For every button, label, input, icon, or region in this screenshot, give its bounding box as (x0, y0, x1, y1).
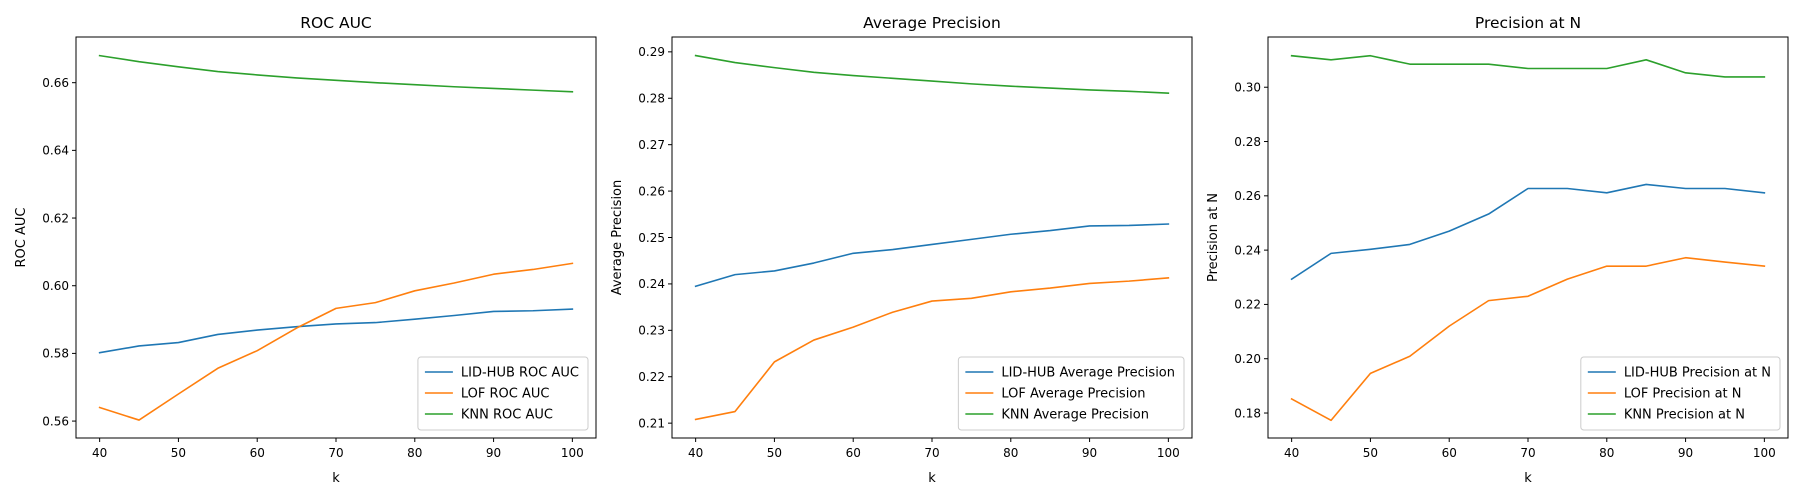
x-tick-label: 50 (1363, 446, 1378, 460)
x-tick-label: 90 (1082, 446, 1097, 460)
series-line-2 (694, 54, 1170, 94)
x-tick-label: 60 (1442, 446, 1457, 460)
legend: LID-HUB Average Precision LOF Average Pre… (957, 356, 1185, 431)
series-line-0 (694, 223, 1170, 288)
series-line-0 (98, 308, 574, 354)
legend-entry: KNN Precision at N (1624, 408, 1745, 423)
chart-title: Precision at N (1475, 14, 1581, 32)
x-tick-label: 60 (250, 446, 265, 460)
y-axis-label: ROC AUC (14, 208, 29, 268)
x-tick-label: 40 (92, 446, 107, 460)
series-line-1 (98, 262, 574, 421)
y-tick-label: 0.64 (42, 144, 69, 158)
legend: LID-HUB ROC AUC LOF ROC AUC KNN ROC AUC (417, 356, 589, 431)
y-tick-label: 0.26 (1234, 189, 1261, 203)
legend-entry: LOF Average Precision (1001, 387, 1145, 402)
y-tick-label: 0.25 (638, 231, 665, 245)
y-tick-label: 0.60 (42, 279, 69, 293)
legend-entry: LOF Precision at N (1624, 387, 1742, 402)
y-tick-label: 0.18 (1234, 406, 1261, 420)
series-line-1 (1290, 256, 1766, 422)
legend-entry: KNN Average Precision (1001, 408, 1149, 423)
y-tick-label: 0.30 (1234, 81, 1261, 95)
series-lines (98, 54, 574, 421)
y-tick-label: 0.26 (638, 184, 665, 198)
legend-frame (417, 356, 589, 431)
x-tick-label: 70 (1520, 446, 1535, 460)
x-tick-label: 100 (1753, 446, 1776, 460)
subplot-precision-at-n: Precision at N k Precision at N 40 50 60 70… (1206, 14, 1789, 486)
legend: LID-HUB Precision at N LOF Precision at N… (1580, 356, 1781, 431)
y-tick-label: 0.21 (638, 416, 665, 430)
chart-title: Average Precision (863, 14, 1001, 32)
legend-entry: LID-HUB ROC AUC (461, 366, 579, 381)
x-tick-label: 80 (407, 446, 422, 460)
x-tick-label: 90 (1678, 446, 1693, 460)
y-tick-label: 0.22 (1234, 298, 1261, 312)
x-tick-label: 60 (846, 446, 861, 460)
x-tick-label: 40 (688, 446, 703, 460)
chart-title: ROC AUC (300, 14, 372, 32)
y-tick-label: 0.20 (1234, 352, 1261, 366)
y-tick-label: 0.23 (638, 324, 665, 338)
x-tick-label: 70 (924, 446, 939, 460)
y-axis-label: Precision at N (1206, 193, 1221, 282)
x-axis-label: k (1524, 471, 1532, 486)
x-axis-label: k (928, 471, 936, 486)
legend-entry: LID-HUB Average Precision (1001, 366, 1175, 381)
series-line-2 (1290, 54, 1766, 78)
x-tick-label: 80 (1599, 446, 1614, 460)
series-lines (1290, 54, 1766, 422)
x-tick-label: 100 (1157, 446, 1180, 460)
legend-frame (1580, 356, 1781, 431)
y-tick-label: 0.24 (638, 277, 665, 291)
y-tick-label: 0.24 (1234, 243, 1261, 257)
x-tick-label: 50 (171, 446, 186, 460)
legend-entry: LID-HUB Precision at N (1624, 366, 1771, 381)
y-tick-label: 0.56 (42, 414, 69, 428)
y-tick-label: 0.28 (1234, 135, 1261, 149)
series-line-2 (98, 54, 574, 93)
x-tick-label: 100 (561, 446, 584, 460)
x-axis-label: k (332, 471, 340, 486)
y-tick-label: 0.29 (638, 45, 665, 59)
series-lines (694, 54, 1170, 421)
subplot-roc-auc: ROC AUC k ROC AUC 40 50 60 70 80 90 100 0.56 0.5… (14, 14, 597, 486)
y-tick-label: 0.62 (42, 211, 69, 225)
x-tick-label: 40 (1284, 446, 1299, 460)
y-tick-label: 0.27 (638, 138, 665, 152)
y-tick-label: 0.66 (42, 76, 69, 90)
y-axis-label: Average Precision (610, 180, 625, 296)
legend-entry: LOF ROC AUC (461, 387, 550, 402)
y-tick-label: 0.28 (638, 92, 665, 106)
legend-entry: KNN ROC AUC (461, 408, 553, 423)
y-tick-label: 0.22 (638, 370, 665, 384)
x-tick-label: 90 (486, 446, 501, 460)
subplot-average-precision: Average Precision k Average Precision 40… (610, 14, 1193, 486)
legend-frame (957, 356, 1185, 431)
x-tick-label: 80 (1003, 446, 1018, 460)
y-tick-label: 0.58 (42, 347, 69, 361)
series-line-1 (694, 277, 1170, 421)
x-tick-label: 70 (328, 446, 343, 460)
series-line-0 (1290, 183, 1766, 281)
x-tick-label: 50 (767, 446, 782, 460)
